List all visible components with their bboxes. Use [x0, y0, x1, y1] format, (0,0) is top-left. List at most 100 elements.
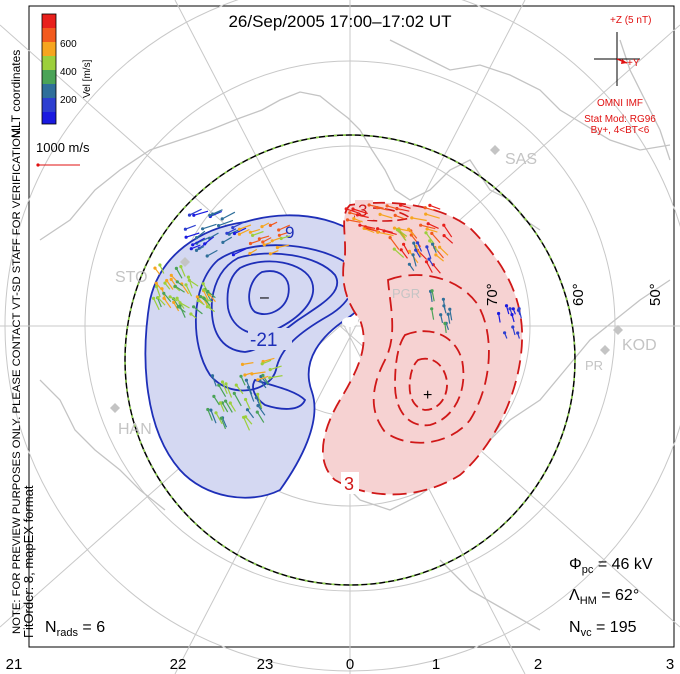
colorbar-unit: Vel [m/s]: [82, 59, 93, 98]
stations: SAS STO KOD HAN PR PGR: [110, 145, 657, 438]
lat-label-60: 60°: [570, 283, 587, 306]
velocity-vector-origin: [184, 235, 188, 239]
imf-y-label: +Y: [627, 58, 640, 69]
velocity-vector-origin: [175, 296, 179, 300]
velocity-vector: [269, 375, 283, 379]
velocity-vector: [363, 227, 375, 234]
velocity-vector-origin: [219, 416, 223, 420]
velocity-vector: [262, 357, 275, 363]
velocity-vector-origin: [442, 304, 446, 308]
velocity-vector-origin: [240, 362, 245, 366]
velocity-vector: [188, 279, 199, 287]
velocity-vector-origin: [162, 296, 166, 300]
velocity-vector: [411, 217, 427, 222]
velocity-vector-origin: [158, 263, 162, 267]
velocity-vector: [377, 231, 394, 237]
velocity-vector: [221, 402, 229, 413]
velocity-vector: [400, 204, 411, 209]
velocity-vector: [247, 409, 255, 419]
velocity-vector: [211, 375, 217, 387]
colorbar-swatch-4: [42, 56, 56, 70]
contour-label-bg-21: [248, 328, 292, 350]
velocity-vector-origin: [425, 245, 429, 249]
velocity-vector-origin: [214, 411, 218, 415]
velocity-vector-origin: [174, 266, 178, 270]
velocity-vector: [420, 224, 436, 230]
stat-phi-pc: Φpc = 46 kV: [569, 556, 653, 576]
velocity-vector-origin: [388, 236, 392, 240]
velocity-vector-origin: [221, 240, 225, 244]
velocity-vector-origin: [504, 304, 509, 308]
coastlines: [39, 39, 671, 631]
velocity-vector-origin: [228, 401, 232, 405]
velocity-vector-origin: [237, 232, 241, 236]
velocity-vector: [157, 297, 162, 308]
velocity-vector-origin: [218, 401, 222, 405]
velocity-vector-origin: [205, 305, 209, 309]
mlt-tick-0: 0: [346, 656, 354, 673]
velocity-vector: [193, 210, 209, 216]
velocity-vector-origin: [160, 287, 164, 291]
velocity-vector-origin: [407, 249, 412, 253]
velocity-vector-origin: [205, 254, 209, 258]
velocity-vector-origin: [358, 223, 362, 227]
velocity-vector-origin: [153, 266, 157, 270]
velocity-vector: [443, 224, 453, 238]
station-marker-pr: [600, 345, 610, 355]
stat-n-vc: Nvc = 195: [569, 619, 637, 639]
velocity-vector-origin: [411, 253, 415, 257]
velocity-vector-origin: [169, 277, 173, 281]
velocity-vector-origin: [175, 280, 179, 284]
velocity-vector: [426, 246, 432, 259]
pole-marker: [342, 317, 358, 327]
velocity-vector-origin: [237, 227, 241, 231]
velocity-vector-origin: [412, 241, 416, 245]
velocity-vector-origin: [268, 376, 272, 380]
velocity-vector-origin: [424, 212, 428, 216]
velocity-vector: [220, 417, 227, 430]
velocity-vector: [179, 305, 186, 318]
contour-label-minus21: -21: [250, 330, 277, 351]
velocity-vector: [179, 302, 190, 309]
velocity-vector-origin: [212, 394, 216, 398]
velocity-vector-origin: [169, 273, 173, 277]
velocity-vector: [215, 412, 223, 425]
velocity-vector: [425, 213, 440, 219]
imf-z-label: +Z (5 nT): [610, 15, 651, 26]
velocity-vector: [155, 286, 161, 298]
velocity-vector-origin: [220, 217, 224, 221]
imf-model-condition: By+, 4<BT<6: [591, 125, 650, 136]
velocity-vector-origin: [183, 227, 187, 231]
velocity-vector: [173, 302, 180, 312]
velocity-vector-origin: [217, 383, 221, 387]
velocity-vector: [425, 261, 433, 273]
station-marker-sas: [490, 145, 500, 155]
velocity-vector-origin: [248, 230, 252, 234]
velocity-vector-origin: [195, 295, 199, 299]
velocity-vector-origin: [443, 321, 447, 325]
velocity-vector-origin: [206, 407, 210, 412]
velocity-vector-origin: [201, 282, 205, 286]
velocity-vector-origin: [352, 217, 356, 221]
velocity-vector: [153, 298, 160, 311]
velocity-vector-origin: [154, 281, 158, 285]
velocity-vector-origin: [510, 313, 514, 317]
velocity-vector-origin: [173, 284, 177, 288]
velocity-vector-origin: [424, 231, 428, 235]
velocity-vector: [426, 228, 438, 233]
velocity-vector: [204, 236, 215, 245]
velocity-vector-origin: [345, 218, 350, 222]
velocity-vector-origin: [176, 305, 180, 309]
velocity-vector: [403, 244, 410, 255]
velocity-vector-origin: [165, 278, 169, 283]
velocity-vector-origin: [256, 392, 260, 396]
velocity-vector: [247, 387, 255, 402]
velocity-vector-origin: [255, 410, 259, 414]
station-pgr: PGR: [392, 286, 420, 301]
velocity-vector: [239, 224, 252, 230]
velocity-vector-origin: [154, 284, 159, 289]
velocity-vector-origin: [156, 296, 160, 300]
velocity-vector-origin: [409, 233, 413, 237]
velocity-vector-origin: [516, 331, 520, 335]
velocity-vector: [240, 376, 246, 386]
